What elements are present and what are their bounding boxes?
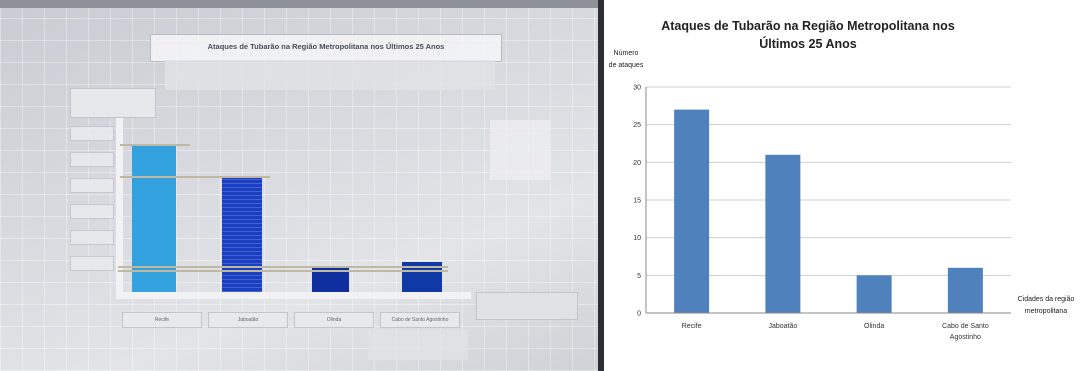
model-ylabel-card: [70, 88, 156, 118]
model-bar: [312, 268, 349, 296]
model-title-card: Ataques de Tubarão na Região Metropolita…: [150, 34, 502, 62]
photo-frame-edge: [598, 0, 604, 371]
x-axis-label-line-2: metropolitana: [1025, 308, 1068, 315]
model-side-card: [490, 120, 550, 180]
y-tick-label: 10: [633, 235, 641, 242]
model-bar: [222, 178, 262, 296]
y-axis-label-line-2: de ataques: [609, 62, 644, 69]
chart-canvas: Ataques de Tubarão na Região Metropolita…: [609, 19, 1075, 341]
x-tick-labels: Recife Jaboatão Olinda Cabo de Santo Agostin…: [682, 323, 989, 341]
model-string: [120, 144, 190, 146]
model-title-shadow: [165, 60, 495, 90]
model-ytick-card: [70, 230, 114, 245]
model-x-axis: [116, 292, 471, 299]
model-string: [120, 176, 270, 178]
x-tick-label: Agostinho: [950, 334, 981, 341]
chart-title-line-2: Últimos 25 Anos: [759, 36, 857, 51]
y-tick-label: 0: [637, 311, 641, 318]
model-top-edge: [0, 0, 604, 8]
model-category-card: Cabo de Santo Agostinho: [380, 312, 460, 328]
x-tick-label: Cabo de Santo: [942, 323, 989, 330]
y-tick-label: 30: [633, 85, 641, 92]
model-category-card: Recife: [122, 312, 202, 328]
y-axis-label-line-1: Número: [614, 50, 639, 57]
model-string: [118, 270, 448, 272]
y-tick-label: 5: [637, 273, 641, 280]
y-tick-label: 20: [633, 160, 641, 167]
x-tick-label: Recife: [682, 323, 702, 330]
x-axis-label-line-1: Cidades da região: [1018, 296, 1075, 303]
y-tick-labels: 0 5 10 15 20 25 30: [633, 85, 641, 318]
model-string: [118, 266, 448, 268]
model-ytick-card: [70, 256, 114, 271]
bar-chart: Ataques de Tubarão na Região Metropolita…: [606, 0, 1091, 371]
model-category-card: Jaboatão: [208, 312, 288, 328]
x-tick-label: Jaboatão: [768, 323, 797, 330]
bar: [947, 267, 983, 313]
x-tick-label: Olinda: [864, 323, 884, 330]
model-bottom-card: [368, 330, 468, 360]
model-xlabel-card: [476, 292, 578, 320]
bar: [856, 275, 892, 313]
y-tick-label: 25: [633, 122, 641, 129]
bar: [765, 154, 801, 313]
bar: [674, 109, 710, 313]
model-ytick-card: [70, 126, 114, 141]
model-y-axis: [116, 118, 123, 298]
model-category-card: Olinda: [294, 312, 374, 328]
model-bar: [132, 144, 176, 296]
model-ytick-card: [70, 204, 114, 219]
model-photo: Ataques de Tubarão na Região Metropolita…: [0, 0, 604, 371]
y-tick-label: 15: [633, 198, 641, 205]
chart-title-line-1: Ataques de Tubarão na Região Metropolita…: [661, 19, 955, 33]
bars: [674, 109, 983, 313]
model-ytick-card: [70, 152, 114, 167]
model-ytick-card: [70, 178, 114, 193]
